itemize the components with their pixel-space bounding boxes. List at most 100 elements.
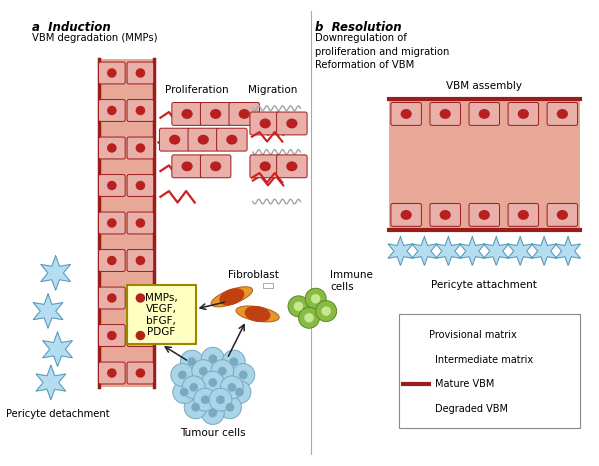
FancyBboxPatch shape (277, 112, 307, 135)
FancyBboxPatch shape (391, 204, 422, 226)
Ellipse shape (107, 218, 117, 228)
Text: Migration: Migration (248, 85, 298, 95)
Circle shape (189, 383, 198, 391)
Ellipse shape (259, 118, 271, 129)
Polygon shape (220, 289, 244, 305)
Ellipse shape (107, 256, 117, 265)
Ellipse shape (135, 218, 145, 228)
Ellipse shape (226, 135, 237, 144)
Ellipse shape (210, 161, 221, 171)
FancyBboxPatch shape (250, 112, 280, 135)
FancyBboxPatch shape (469, 204, 500, 226)
Polygon shape (33, 294, 63, 328)
Bar (98, 59, 154, 387)
FancyBboxPatch shape (430, 103, 461, 125)
Text: Immune
cells: Immune cells (330, 270, 373, 292)
Text: MMPs,
VEGF,
bFGF,
PDGF: MMPs, VEGF, bFGF, PDGF (145, 293, 178, 337)
Ellipse shape (198, 135, 209, 144)
Ellipse shape (135, 181, 145, 190)
FancyBboxPatch shape (172, 103, 202, 125)
FancyBboxPatch shape (98, 362, 125, 384)
Ellipse shape (135, 106, 145, 115)
FancyBboxPatch shape (127, 137, 154, 159)
Ellipse shape (518, 210, 529, 220)
FancyBboxPatch shape (127, 212, 154, 234)
Ellipse shape (169, 135, 180, 144)
Text: VBM degradation (MMPs): VBM degradation (MMPs) (32, 33, 158, 43)
Ellipse shape (135, 368, 145, 378)
Polygon shape (36, 365, 66, 400)
Polygon shape (436, 237, 461, 265)
Circle shape (239, 370, 247, 379)
Ellipse shape (107, 69, 117, 78)
FancyBboxPatch shape (127, 100, 154, 122)
Circle shape (298, 307, 319, 328)
Circle shape (208, 409, 217, 418)
FancyBboxPatch shape (172, 155, 202, 178)
Circle shape (178, 370, 187, 379)
Circle shape (305, 288, 326, 309)
Circle shape (216, 395, 225, 404)
Circle shape (228, 383, 236, 391)
Circle shape (182, 376, 205, 399)
Text: Proliferation: Proliferation (165, 85, 228, 95)
Circle shape (218, 367, 226, 376)
FancyBboxPatch shape (188, 128, 219, 151)
Circle shape (311, 294, 320, 303)
Text: Provisional matrix: Provisional matrix (429, 330, 517, 340)
Text: b  Resolution: b Resolution (314, 21, 401, 34)
Ellipse shape (107, 181, 117, 190)
Ellipse shape (181, 109, 193, 119)
FancyBboxPatch shape (98, 324, 125, 346)
Ellipse shape (518, 109, 529, 119)
Circle shape (201, 371, 224, 394)
Circle shape (193, 388, 217, 411)
FancyBboxPatch shape (430, 204, 461, 226)
Ellipse shape (107, 368, 117, 378)
Bar (127, 285, 196, 344)
Ellipse shape (440, 210, 451, 220)
Text: Pericyte attachment: Pericyte attachment (431, 280, 537, 290)
Circle shape (201, 347, 224, 370)
Bar (398, 314, 579, 428)
Polygon shape (211, 287, 253, 307)
FancyBboxPatch shape (127, 362, 154, 384)
Circle shape (209, 388, 232, 411)
Circle shape (187, 357, 196, 366)
Text: Mature VBM: Mature VBM (435, 379, 494, 390)
Circle shape (304, 313, 314, 322)
Circle shape (228, 381, 251, 404)
Circle shape (235, 388, 244, 397)
Polygon shape (236, 306, 279, 322)
Ellipse shape (556, 109, 568, 119)
FancyBboxPatch shape (127, 250, 154, 272)
FancyBboxPatch shape (98, 287, 125, 309)
Text: Downregulation of
proliferation and migration
Reformation of VBM: Downregulation of proliferation and migr… (314, 33, 449, 70)
Text: VBM assembly: VBM assembly (446, 81, 522, 91)
Ellipse shape (479, 210, 490, 220)
Ellipse shape (556, 210, 568, 220)
Ellipse shape (135, 331, 145, 340)
Circle shape (229, 357, 238, 366)
FancyBboxPatch shape (508, 204, 539, 226)
Bar (389, 99, 579, 230)
Polygon shape (388, 237, 413, 265)
Circle shape (191, 403, 200, 411)
Circle shape (199, 367, 208, 376)
FancyBboxPatch shape (201, 155, 231, 178)
Bar (264, 282, 273, 288)
Ellipse shape (135, 69, 145, 78)
Circle shape (288, 296, 309, 317)
Circle shape (294, 302, 303, 311)
Circle shape (201, 402, 224, 425)
Ellipse shape (181, 161, 193, 171)
FancyBboxPatch shape (391, 103, 422, 125)
Polygon shape (556, 237, 580, 265)
FancyBboxPatch shape (127, 62, 154, 84)
Ellipse shape (401, 109, 412, 119)
Polygon shape (41, 256, 71, 290)
Ellipse shape (286, 161, 298, 171)
Ellipse shape (107, 106, 117, 115)
Circle shape (184, 396, 207, 419)
Ellipse shape (259, 161, 271, 171)
